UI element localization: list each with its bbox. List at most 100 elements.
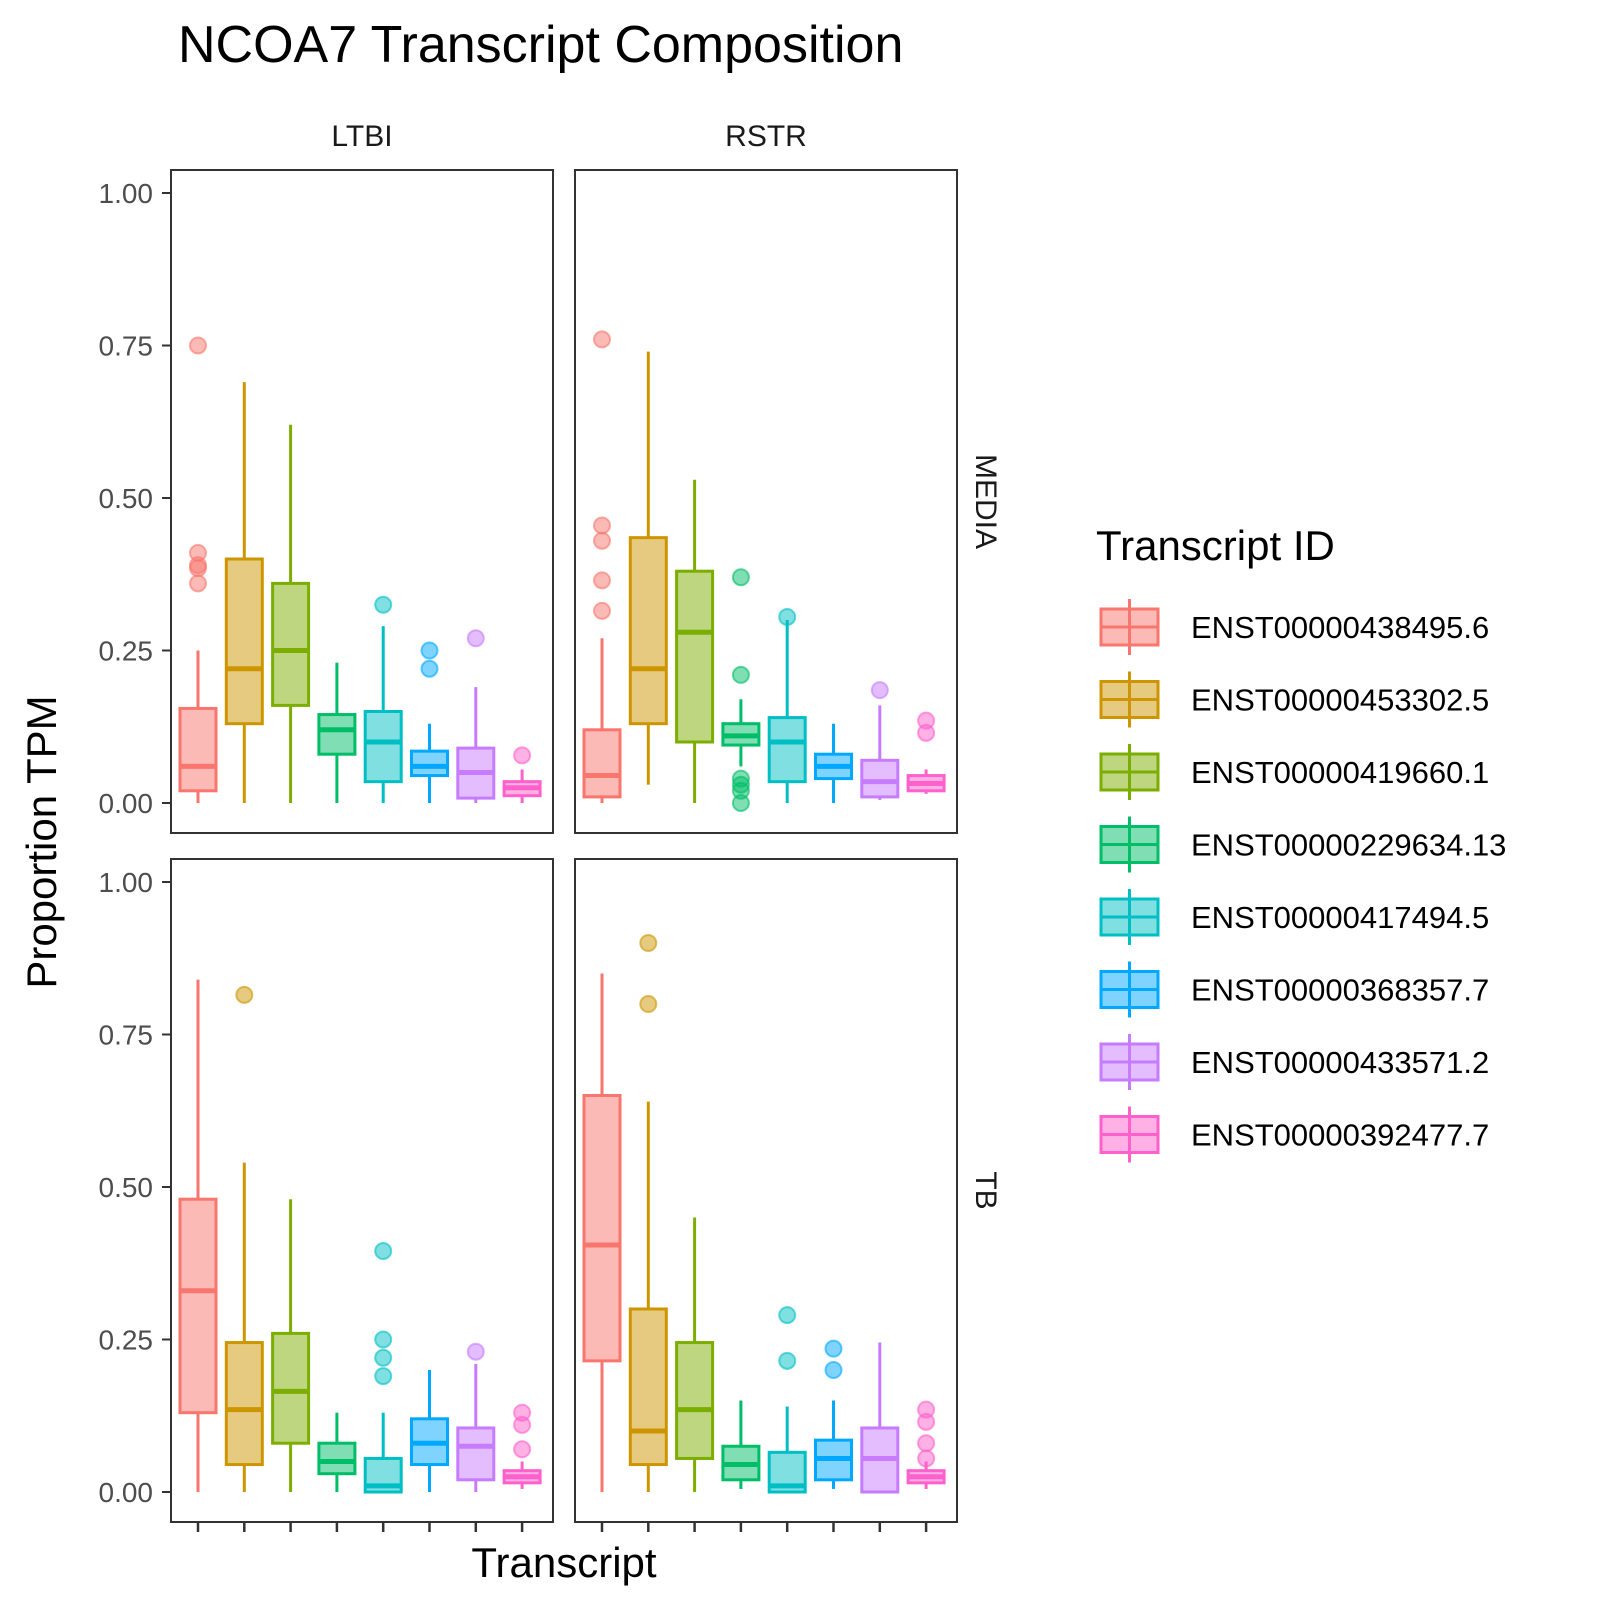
outlier-point: [593, 531, 611, 550]
strip-label-tb: TB: [969, 1171, 1002, 1209]
boxplot-5: [767, 1306, 807, 1494]
boxplot-8: [906, 1400, 946, 1489]
boxplot-6: [410, 641, 449, 803]
outlier-point: [731, 665, 750, 684]
boxplot-1: [582, 973, 622, 1492]
facet-panel-rstr-media: [574, 169, 958, 834]
legend-item-4: ENST00000229634.13: [1099, 816, 1506, 873]
y-axis: 0.00 0.25 0.50 0.75 1.00: [99, 867, 171, 1508]
y-axis-title: Proportion TPM: [18, 695, 65, 988]
panel-border: [170, 858, 554, 1523]
boxplot-4: [317, 1412, 357, 1492]
facet-panel-rstr-tb: [574, 858, 958, 1523]
y-tick-label: 0.00: [99, 788, 154, 819]
y-axis: 0.00 0.25 0.50 0.75 1.00: [99, 178, 171, 819]
boxplot-6: [814, 1339, 853, 1489]
facet-panel-ltbi-tb: [170, 858, 554, 1523]
boxplot-1: [178, 979, 218, 1492]
box: [271, 581, 311, 707]
box: [317, 713, 357, 756]
outlier-point: [917, 1434, 936, 1453]
y-tick-label: 0.75: [99, 1020, 154, 1051]
x-axis: [196, 1522, 524, 1532]
boxplot-8: [502, 746, 542, 803]
legend-item-3: ENST00000419660.1: [1099, 744, 1489, 800]
outlier-point: [466, 629, 485, 648]
boxplot-2: [224, 985, 264, 1492]
outlier-point: [374, 1242, 393, 1261]
outlier-point: [420, 659, 439, 678]
outlier-point: [870, 681, 889, 700]
outlier-point: [235, 985, 254, 1004]
legend-item-6: ENST00000368357.7: [1099, 961, 1489, 1018]
legend-label: ENST00000433571.2: [1191, 1045, 1489, 1080]
outlier-point: [374, 595, 393, 614]
box: [675, 1341, 715, 1460]
legend: Transcript ID ENST00000438495.6 ENST00000…: [1096, 522, 1506, 1163]
boxplot-4: [317, 662, 357, 803]
legend-item-8: ENST00000392477.7: [1099, 1106, 1489, 1163]
facet-panel-ltbi-media: [170, 169, 554, 834]
y-tick-label: 0.00: [99, 1477, 154, 1508]
outlier-point: [466, 1342, 485, 1361]
box: [271, 1331, 311, 1445]
outlier-point: [917, 1400, 936, 1419]
legend-label: ENST00000229634.13: [1191, 828, 1506, 863]
boxplot-2: [224, 382, 264, 803]
outlier-point: [189, 574, 207, 593]
panel-border: [170, 169, 554, 834]
boxplot-2: [628, 934, 668, 1492]
boxplot-1: [178, 336, 218, 803]
outlier-point: [778, 1306, 797, 1325]
box: [410, 749, 449, 778]
box: [582, 728, 622, 799]
outlier-point: [189, 543, 207, 562]
outlier-point: [189, 336, 207, 355]
boxplot-5: [767, 607, 807, 803]
facet-panels: LTBI RSTRMEDIATB0.000.250.500.751.000.000…: [99, 120, 1002, 1532]
outlier-point: [824, 1361, 843, 1379]
outlier-point: [593, 601, 611, 620]
outlier-point: [513, 1440, 532, 1459]
boxplot-3: [271, 1199, 311, 1492]
box: [178, 706, 218, 793]
boxplot-7: [456, 629, 496, 803]
legend-label: ENST00000419660.1: [1191, 755, 1489, 790]
outlier-point: [374, 1330, 393, 1349]
box: [178, 1197, 218, 1415]
legend-label: ENST00000392477.7: [1191, 1118, 1489, 1153]
box: [224, 557, 264, 726]
legend-item-2: ENST00000453302.5: [1099, 671, 1489, 728]
box: [628, 1307, 668, 1467]
boxplot-4: [721, 1400, 761, 1489]
legend-item-7: ENST00000433571.2: [1099, 1034, 1489, 1090]
box: [582, 1094, 622, 1363]
outlier-point: [420, 641, 439, 660]
boxplot-6: [410, 1370, 449, 1492]
boxplot-8: [906, 711, 946, 794]
outlier-point: [824, 1339, 843, 1358]
boxplot-8: [502, 1403, 542, 1489]
x-axis-title: Transcript: [471, 1539, 656, 1586]
outlier-point: [731, 769, 750, 788]
y-tick-label: 0.75: [99, 331, 154, 362]
y-tick-label: 0.50: [99, 483, 154, 514]
outlier-point: [374, 1367, 393, 1386]
boxplot-7: [860, 681, 900, 800]
legend-title: Transcript ID: [1096, 522, 1335, 569]
boxplot-7: [456, 1342, 496, 1492]
boxplot-6: [814, 723, 853, 803]
boxplot-3: [675, 479, 715, 803]
legend-label: ENST00000438495.6: [1191, 610, 1489, 645]
legend-item-5: ENST00000417494.5: [1099, 889, 1489, 945]
outlier-point: [778, 607, 797, 626]
box: [860, 758, 900, 799]
box: [675, 569, 715, 744]
panel-border: [574, 858, 958, 1523]
box: [767, 716, 807, 784]
boxplot-1: [582, 330, 622, 803]
box: [317, 1441, 357, 1476]
box: [363, 710, 403, 784]
boxplot-3: [271, 424, 311, 803]
boxplot-5: [363, 595, 403, 803]
